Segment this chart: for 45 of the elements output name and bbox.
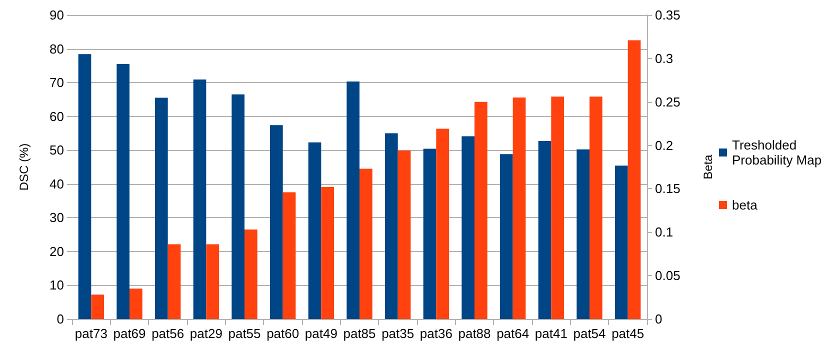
legend-label: Tresholded Probability Map	[732, 138, 822, 168]
y2-tick-label: 0.05	[655, 268, 680, 284]
x-tick-label: pat60	[266, 326, 300, 341]
x-tick-label: pat88	[458, 326, 491, 341]
x-tick-label: pat69	[113, 326, 146, 341]
y-tick-label: 90	[50, 8, 64, 22]
y2-axis-title: Beta	[701, 154, 715, 180]
bar	[232, 94, 244, 319]
x-tick-label: pat35	[382, 326, 414, 341]
y2-tick-label: 0.2	[655, 138, 674, 153]
y-tick-label: 0	[56, 312, 64, 326]
x-tick-label: pat41	[534, 326, 568, 341]
x-tick-label: pat85	[343, 326, 376, 341]
x-tick-label: pat55	[228, 326, 261, 341]
legend-label: beta	[732, 198, 758, 212]
x-tick-label: pat73	[74, 326, 108, 341]
bar	[154, 98, 168, 319]
bar	[130, 288, 142, 319]
y-tick-label: 20	[50, 244, 64, 259]
x-tick-label: pat29	[190, 326, 222, 341]
bar	[116, 64, 130, 319]
x-tick-label: pat36	[420, 326, 452, 341]
x-tick-label: pat54	[573, 326, 606, 341]
bar	[206, 244, 220, 319]
y2-tick-label: 0.35	[655, 8, 680, 22]
y-tick-label: 80	[50, 41, 64, 56]
y-axis-title: DSC (%)	[17, 143, 31, 191]
y2-tick-label: 0.1	[655, 224, 674, 240]
bar	[91, 294, 104, 319]
y-tick-label: 10	[50, 278, 64, 293]
y-tick-label: 30	[50, 210, 64, 226]
y-tick-label: 70	[50, 75, 64, 90]
x-tick-label: pat64	[496, 326, 530, 341]
bar	[78, 54, 92, 319]
y-tick-label: 50	[50, 142, 64, 158]
y-tick-label: 40	[50, 176, 64, 192]
x-tick-label: pat56	[152, 326, 184, 341]
bar	[193, 80, 206, 319]
y-tick-label: 60	[50, 108, 64, 124]
y2-tick-label: 0	[655, 312, 662, 326]
y2-tick-label: 0.3	[655, 50, 674, 66]
x-tick-label: pat45	[612, 326, 644, 341]
x-tick-label: pat49	[304, 326, 338, 341]
y2-tick-label: 0.25	[655, 94, 680, 110]
y2-tick-label: 0.15	[655, 181, 680, 196]
